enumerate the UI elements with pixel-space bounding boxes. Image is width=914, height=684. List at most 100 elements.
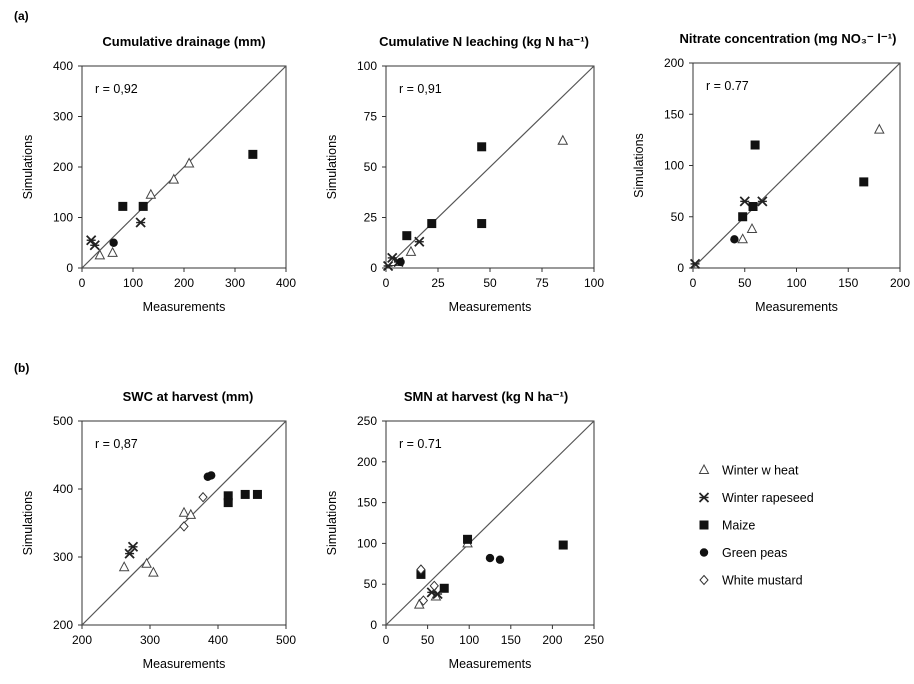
data-point-square-filled [439,583,449,593]
data-point-triangle-open [107,246,118,257]
correlation-label: r = 0.77 [706,79,749,93]
data-point-triangle-open [183,157,195,168]
y-axis-label: Simulations [21,135,35,200]
identity-line [385,420,595,626]
data-point-triangle-open [413,598,425,609]
data-point-star-x [382,260,394,272]
legend-label: White mustard [722,574,803,588]
y-tick-label: 200 [53,618,73,632]
data-point-triangle-open [873,123,885,134]
y-tick-label: 200 [53,160,73,174]
x-tick-label: 100 [123,276,143,290]
data-point-square-filled [402,231,412,241]
data-point-star-x [124,548,135,559]
data-point-triangle-open [405,245,417,256]
legend-marker-triangle-open [698,463,710,474]
scatter-panel-3: Nitrate concentration (mg NO₃⁻ l⁻¹) 0 50 10… [632,31,910,314]
y-axis-label: Simulations [325,491,339,556]
data-point-square-filled [558,540,568,550]
data-point-square-filled [138,201,148,211]
legend-marker-square-filled [699,520,709,530]
data-point-square-filled [223,498,233,508]
data-point-square-filled [463,534,473,544]
section-label-b: (b) [14,361,29,375]
legend-label: Maize [722,519,755,533]
data-point-triangle-open [185,508,197,519]
y-tick-label: 150 [357,496,377,510]
data-point-circle-filled [485,553,495,563]
x-tick-label: 500 [276,633,296,647]
correlation-label: r = 0.71 [399,437,442,451]
x-axis-label: Measurements [449,300,532,314]
y-tick-label: 50 [364,160,378,174]
data-point-diamond-open [198,491,208,503]
identity-line [81,65,287,269]
data-point-square-filled [750,140,760,150]
identity-line [692,62,901,269]
legend-marker-diamond-open [699,574,709,586]
data-point-star-x [757,196,768,207]
data-point-square-filled [859,177,869,187]
data-point-diamond-open [416,564,426,575]
x-tick-label: 50 [483,276,497,290]
x-tick-label: 0 [383,276,390,290]
data-point-triangle-open [168,173,180,184]
y-tick-label: 0 [370,618,377,632]
x-tick-label: 300 [225,276,245,290]
y-tick-label: 0 [370,261,377,275]
y-tick-label: 200 [664,56,684,70]
data-point-star-x [135,217,146,228]
data-point-triangle-open [178,506,190,517]
panel-title: Cumulative N leaching (kg N ha⁻¹) [379,34,589,49]
x-tick-label: 400 [208,633,228,647]
data-point-star-x [739,196,750,207]
correlation-label: r = 0,92 [95,82,138,96]
legend-item: Winter rapeseed [698,491,814,505]
y-tick-label: 100 [357,536,377,550]
data-point-triangle-open [746,222,758,234]
x-tick-label: 50 [421,633,435,647]
panel-title: Cumulative drainage (mm) [102,34,265,49]
y-tick-label: 500 [53,414,73,428]
legend-label: Winter rapeseed [722,491,814,505]
data-point-star-x [689,258,701,270]
y-tick-label: 100 [357,59,377,73]
y-tick-label: 200 [357,455,377,469]
correlation-label: r = 0,87 [95,437,138,451]
data-point-triangle-open [737,233,749,244]
y-tick-label: 25 [364,211,378,225]
data-point-circle-filled [109,238,118,247]
y-tick-label: 100 [664,159,684,173]
scatter-panel-5: SMN at harvest (kg N ha⁻¹) 0 50 100 150 200 25… [325,389,604,671]
x-tick-label: 100 [786,276,806,290]
scatter-panels: Cumulative drainage (mm) 0 100 200 300 400 0 10… [21,31,910,671]
data-point-square-filled [748,202,758,211]
x-axis-label: Measurements [449,657,532,671]
x-tick-label: 150 [838,276,858,290]
x-tick-label: 0 [79,276,86,290]
panel-title: SWC at harvest (mm) [123,389,254,404]
data-point-star-x [414,236,425,247]
x-tick-label: 50 [738,276,752,290]
legend-marker-circle-filled [699,548,709,557]
x-tick-label: 100 [459,633,479,647]
legend-marker-star-x [698,492,710,503]
y-tick-label: 250 [357,414,377,428]
data-point-star-x [127,541,139,552]
y-tick-label: 0 [66,261,73,275]
x-tick-label: 200 [890,276,910,290]
plot-frame [81,420,287,626]
data-point-star-x [89,240,100,251]
legend-item: Maize [699,519,755,533]
y-tick-label: 400 [53,59,73,73]
y-tick-label: 150 [664,107,684,121]
data-point-square-filled [427,219,437,229]
data-point-triangle-open [148,566,159,577]
data-point-diamond-open [179,521,189,532]
y-tick-label: 400 [53,482,73,496]
y-axis-label: Simulations [21,491,35,556]
data-point-triangle-open [557,134,569,145]
data-point-square-filled [240,489,250,499]
correlation-label: r = 0,91 [399,82,442,96]
